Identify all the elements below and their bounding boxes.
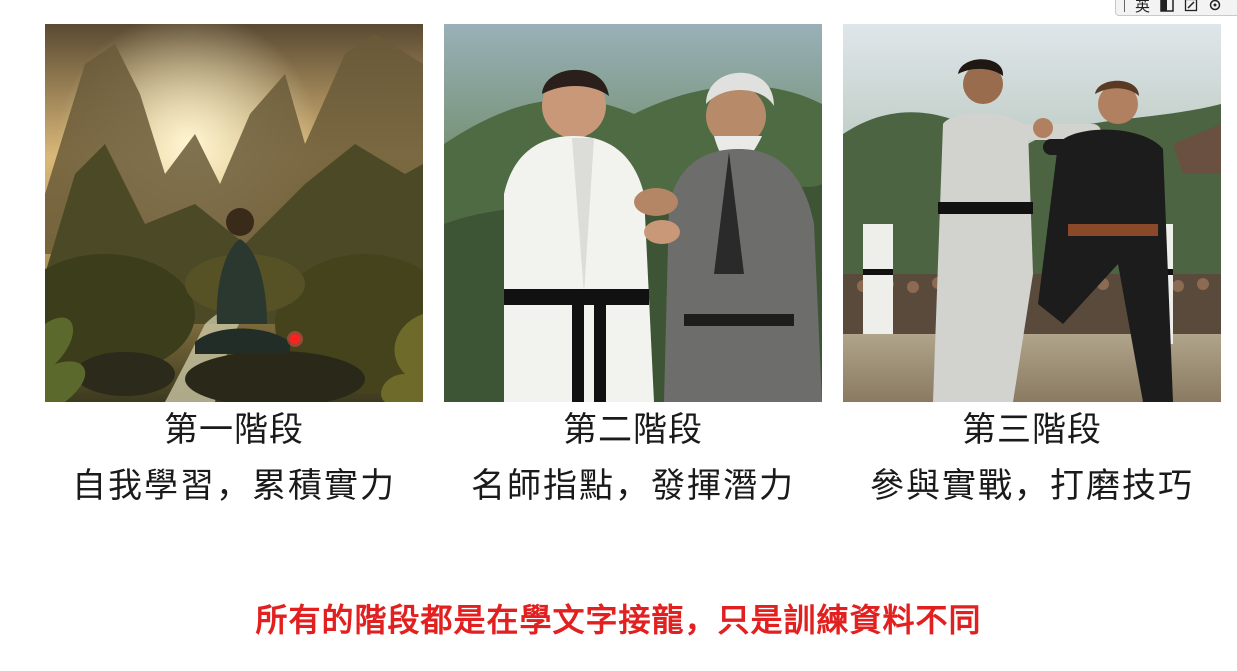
master-student-illustration: [444, 24, 822, 402]
stage-2-description: 名師指點，發揮潛力: [471, 466, 795, 506]
stage-panel-1: 第一階段 自我學習，累積實力: [45, 24, 423, 506]
stage-panel-2: 第二階段 名師指點，發揮潛力: [444, 24, 822, 506]
stage-3-title: 第三階段: [962, 410, 1102, 450]
meditation-valley-illustration: [45, 24, 423, 402]
settings-icon[interactable]: [1208, 0, 1222, 12]
stage-1-description: 自我學習，累積實力: [72, 466, 396, 506]
half-full-width-icon[interactable]: [1160, 0, 1174, 12]
ime-language-toggle[interactable]: 英: [1135, 0, 1151, 15]
stage-2-title: 第二階段: [563, 410, 703, 450]
stage-panel-3: 第三階段 參與實戰，打磨技巧: [843, 24, 1221, 506]
stage-3-image: [843, 24, 1221, 402]
ime-toolbar: 英: [1115, 0, 1237, 16]
sparring-arena-illustration: [843, 24, 1221, 402]
stage-3-description: 參與實戰，打磨技巧: [870, 466, 1194, 506]
pen-icon[interactable]: [1184, 0, 1198, 12]
stage-2-image: [444, 24, 822, 402]
pointer-indicator: [290, 334, 300, 344]
toolbar-separator: [1124, 0, 1125, 12]
stage-1-image: [45, 24, 423, 402]
summary-statement: 所有的階段都是在學文字接龍，只是訓練資料不同: [255, 601, 982, 639]
stage-1-title: 第一階段: [164, 410, 304, 450]
